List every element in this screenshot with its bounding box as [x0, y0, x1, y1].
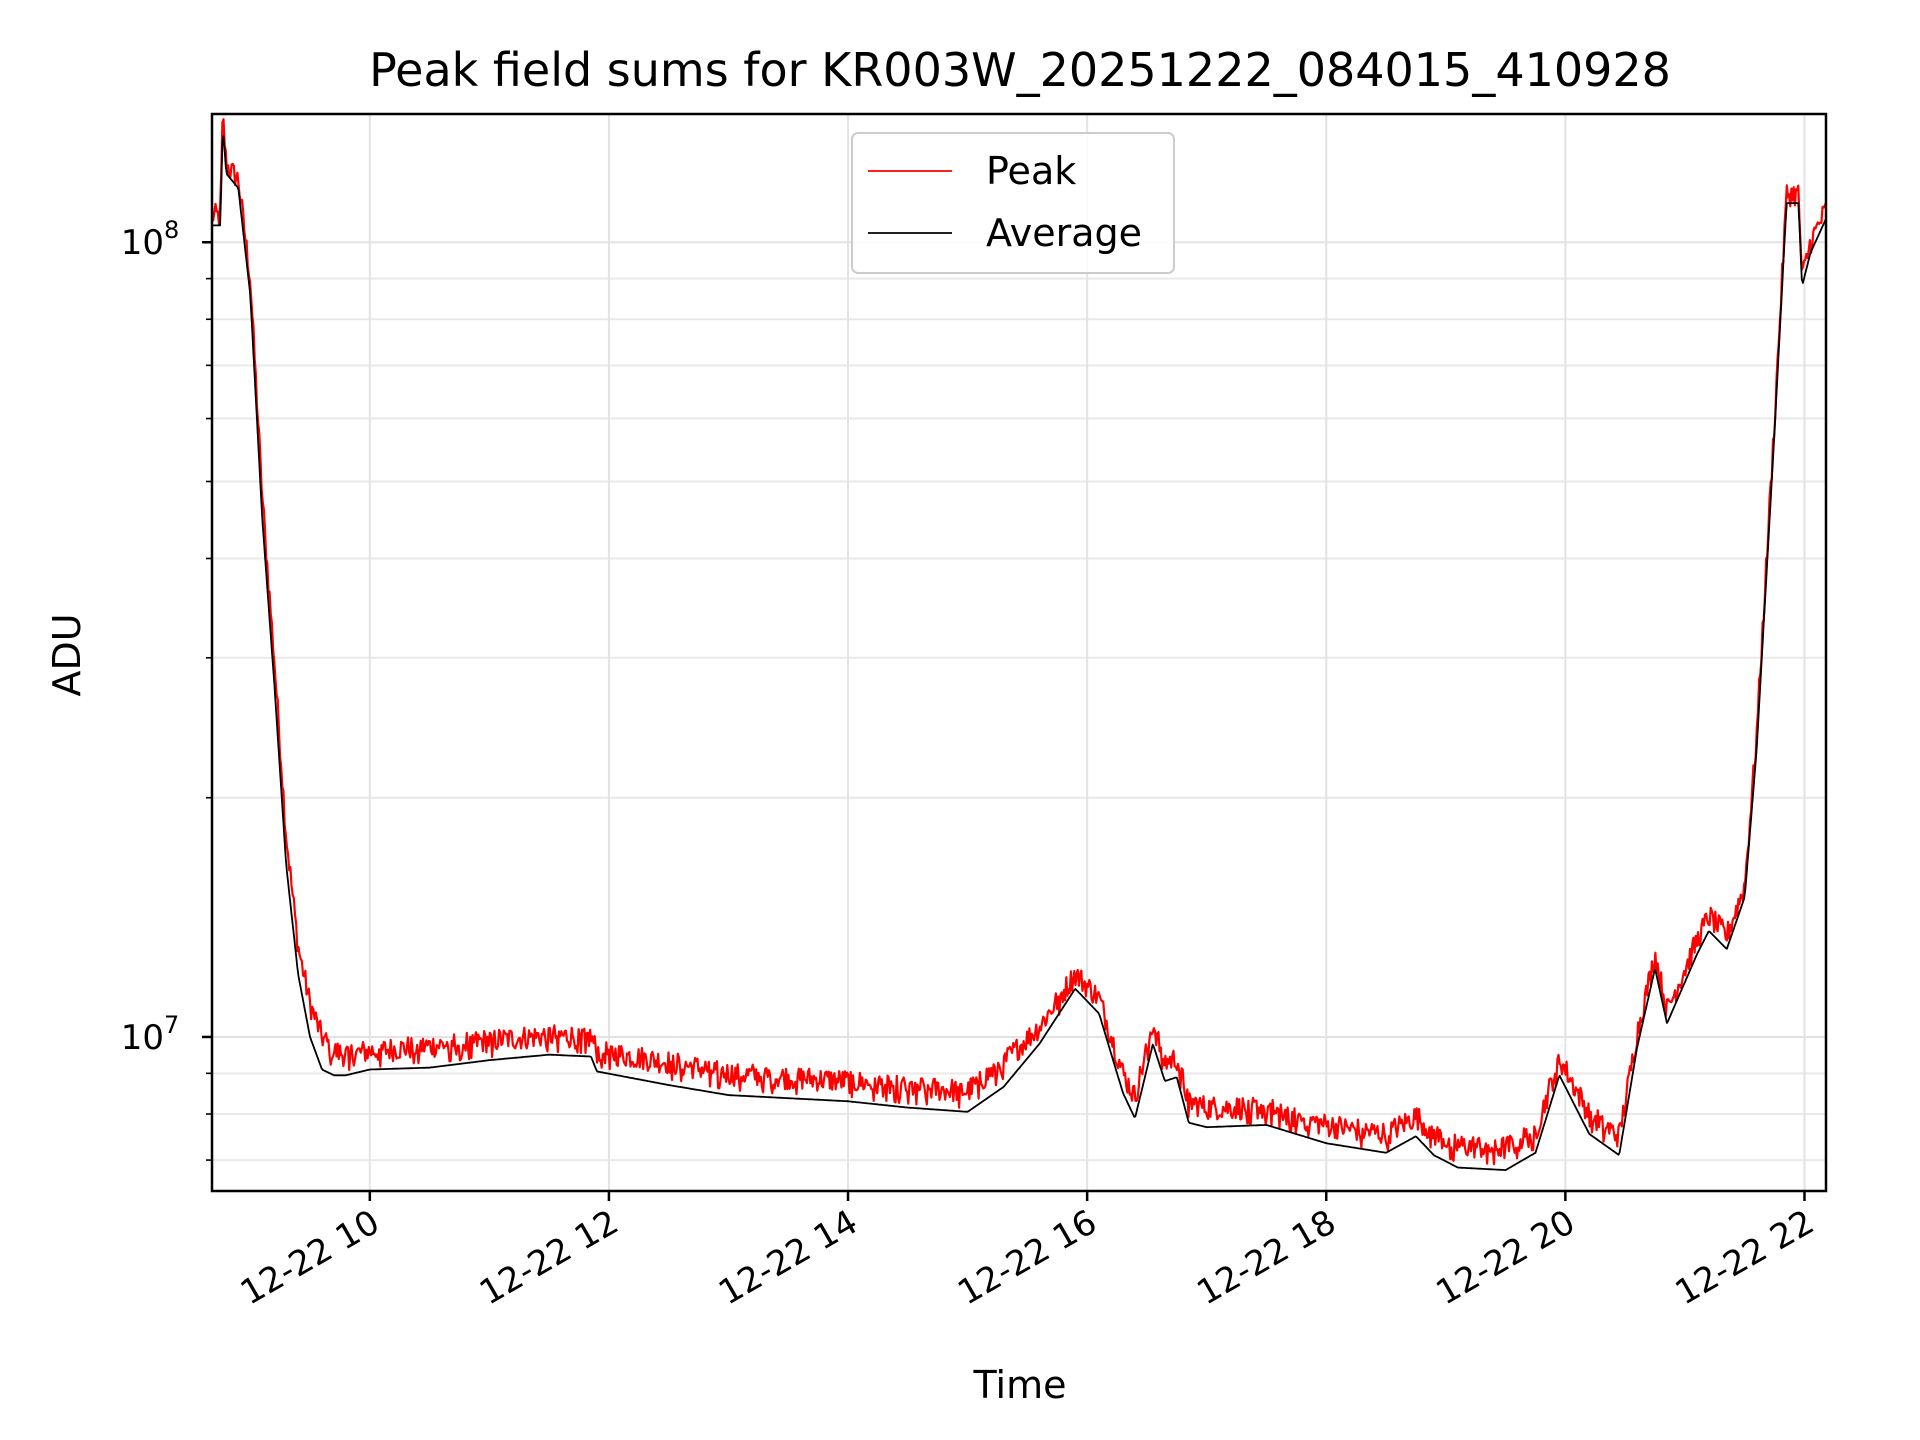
y-tick-label: 108 — [121, 216, 180, 263]
grid-lines — [212, 114, 1826, 1191]
y-tick-label: 107 — [121, 1011, 180, 1058]
series-line-peak — [210, 118, 1827, 1166]
x-tick-label: 12-22 18 — [1190, 1202, 1342, 1313]
x-tick-label: 12-22 22 — [1669, 1202, 1821, 1313]
plot-frame — [210, 112, 1828, 1193]
y-axis-label: ADU — [45, 613, 89, 696]
chart-title: Peak field sums for KR003W_20251222_0840… — [369, 43, 1671, 97]
x-axis-label: Time — [973, 1363, 1067, 1407]
x-tick-label: 12-22 20 — [1429, 1202, 1581, 1313]
x-tick-label: 12-22 10 — [234, 1202, 386, 1313]
legend-label-peak: Peak — [986, 149, 1076, 193]
series-layer — [210, 118, 1827, 1171]
x-tick-label: 12-22 12 — [473, 1202, 625, 1313]
legend: Peak Average — [851, 132, 1175, 274]
x-tick-label: 12-22 14 — [712, 1202, 864, 1313]
x-tick-label: 12-22 16 — [951, 1202, 1103, 1313]
series-line-average — [212, 135, 1827, 1171]
legend-label-average: Average — [986, 211, 1142, 255]
legend-box — [851, 132, 1175, 274]
